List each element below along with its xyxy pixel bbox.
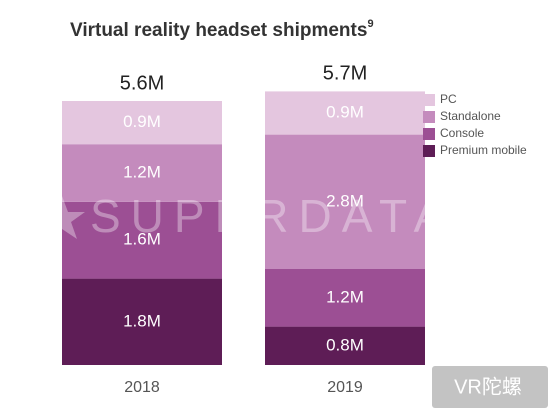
data-label: 0.9M [326,102,364,121]
total-label: 5.6M [120,72,164,94]
data-label: 2.8M [326,191,364,210]
bar-segment [62,278,222,365]
legend-label: PC [440,92,457,106]
bar-segment [265,134,425,269]
legend-swatch [423,94,435,106]
data-label: 1.2M [123,162,161,181]
bar-segment [62,144,222,202]
legend-swatch [423,128,435,140]
legend-label: Standalone [440,109,501,123]
data-label: 1.6M [123,230,161,249]
legend-label: Console [440,126,484,140]
data-label: 0.8M [326,335,364,354]
bar-segment [62,201,222,279]
total-label: 5.7M [323,63,367,85]
title-text: Virtual reality headset shipments [70,20,367,41]
legend-label: Premium mobile [440,143,527,157]
corner-logo: VR陀螺 [454,375,522,398]
logo-box [432,366,548,408]
legend-swatch [423,111,435,123]
title-footnote: 9 [367,18,373,30]
watermark-star [39,196,85,239]
data-label: 0.9M [123,112,161,131]
bar-segment [265,91,425,135]
bar-segment [265,326,425,365]
watermark: SUPERDATA [90,190,454,242]
bar-segment [62,101,222,145]
data-label: 1.8M [123,311,161,330]
chart-title: Virtual reality headset shipments9 [70,18,374,41]
data-label: 1.2M [326,287,364,306]
x-tick-label: 2019 [327,379,363,396]
bar-segment [265,269,425,327]
x-tick-label: 2018 [124,379,160,396]
legend-swatch [423,145,435,157]
